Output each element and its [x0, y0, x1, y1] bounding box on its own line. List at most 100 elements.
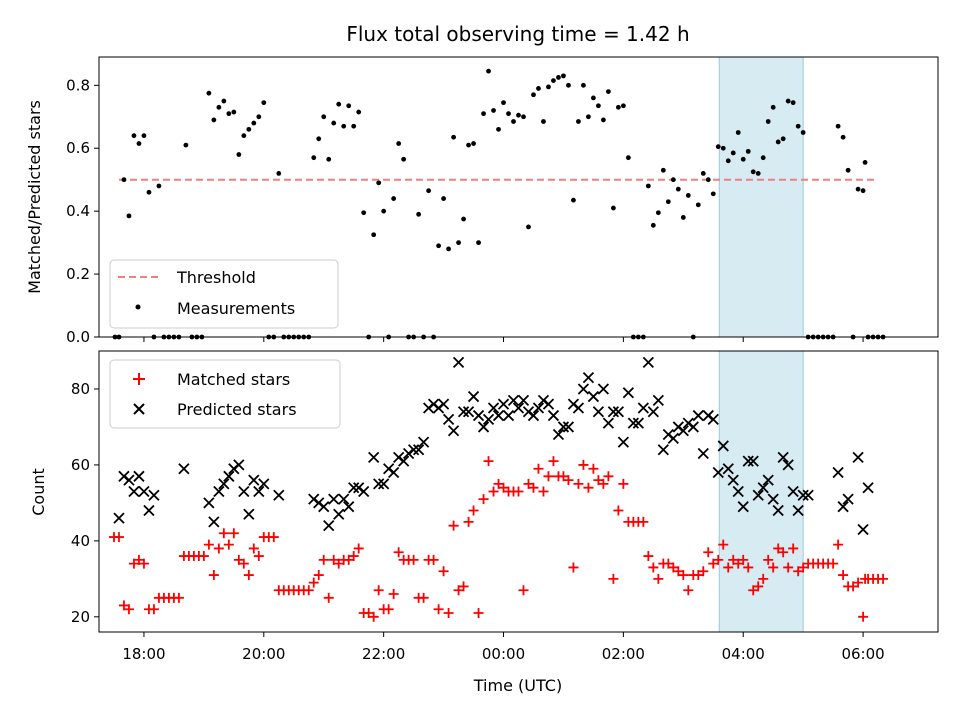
predicted-star-marker: [412, 444, 425, 456]
bottom-legend-box: [109, 359, 341, 429]
measurement-point: [221, 98, 227, 104]
predicted-star-marker: [772, 504, 784, 517]
measurement-point: [785, 98, 791, 104]
predicted-star-marker: [692, 409, 704, 422]
bottom-panel: 20 40 60 80 18:00 20:00 22:00 00:00 02:00 04:00 0…: [29, 350, 939, 695]
x-tick-label: 20:00: [242, 645, 285, 663]
matched-star-marker: [838, 570, 849, 581]
measurement-point: [446, 246, 451, 252]
matched-star-marker: [518, 585, 529, 596]
matched-star-marker: [753, 581, 764, 592]
measurement-point: [311, 155, 317, 161]
matched-star-marker: [348, 551, 359, 562]
matched-star-marker: [878, 573, 889, 584]
matched-star-marker: [578, 459, 589, 470]
measurement-point: [605, 89, 611, 95]
predicted-star-marker: [507, 394, 520, 407]
measurement-point: [710, 191, 716, 197]
measurement-point: [506, 111, 511, 117]
measurement-point: [401, 156, 407, 162]
predicted-star-marker: [667, 432, 679, 444]
measurement-point: [536, 86, 541, 91]
predicted-legend-swatch: [133, 403, 145, 415]
predicted-star-marker: [492, 409, 505, 422]
measurement-point: [551, 78, 556, 83]
bottom-legend: Matched stars Predicted stars: [109, 359, 341, 429]
matched-star-marker: [203, 539, 214, 550]
predicted-star-marker: [852, 451, 864, 463]
measurement-point: [441, 196, 446, 201]
measurement-point: [591, 95, 596, 101]
predicted-star-marker: [472, 409, 485, 422]
bottom-y-tick-label: 60: [71, 456, 90, 474]
measurement-point: [610, 205, 616, 211]
measurement-point: [615, 104, 621, 110]
measurement-point: [700, 171, 706, 176]
predicted-star-marker: [208, 516, 220, 528]
predicted-star-marker: [552, 428, 565, 441]
measurement-point: [561, 73, 566, 79]
measurement-point: [516, 112, 521, 118]
predicted-star-marker: [512, 402, 525, 414]
predicted-star-marker: [837, 501, 849, 513]
predicted-star-marker: [133, 470, 145, 482]
predicted-star-marker: [792, 504, 804, 517]
predicted-star-marker: [123, 474, 135, 486]
measurement-point: [645, 183, 651, 189]
measurement-point: [862, 159, 868, 165]
matched-star-marker: [223, 539, 234, 550]
predicted-star-marker: [452, 356, 465, 369]
predicted-star-marker: [373, 478, 385, 490]
predicted-star-marker: [233, 459, 245, 471]
matched-star-marker: [513, 486, 524, 497]
predicted-star-marker: [607, 406, 620, 418]
matched-star-marker: [248, 543, 259, 554]
measurements-legend-swatch: [135, 304, 141, 310]
predicted-star-marker: [742, 455, 754, 467]
matched-star-marker: [683, 585, 694, 596]
measurement-point: [246, 126, 252, 132]
measurement-point: [131, 133, 137, 139]
matched-star-marker: [653, 573, 664, 584]
measurement-point: [121, 177, 127, 183]
matched-star-marker: [603, 471, 614, 482]
measurement-point: [241, 133, 247, 139]
measurement-point: [371, 232, 377, 238]
predicted-star-marker: [752, 489, 764, 501]
predicted-star-marker: [722, 463, 734, 475]
predicted-star-marker: [762, 474, 774, 486]
matched-star-marker: [418, 592, 429, 603]
top-panel: 0.00.20.40.60.8 Matched/Predicted stars …: [25, 56, 939, 346]
measurement-point: [600, 117, 606, 123]
matched-star-marker: [468, 505, 479, 516]
matched-star-marker: [438, 566, 449, 577]
predicted-star-marker: [557, 421, 570, 433]
predicted-star-marker: [203, 497, 215, 509]
predicted-star-marker: [323, 520, 335, 532]
measurement-point: [156, 183, 162, 189]
measurement-point: [331, 120, 337, 126]
matched-star-marker: [698, 566, 709, 577]
measurement-point: [625, 155, 631, 161]
predicted-star-marker: [467, 390, 480, 403]
matched-star-marker: [138, 558, 149, 569]
predicted-star-marker: [113, 512, 125, 524]
measurement-point: [665, 199, 671, 205]
measurement-point: [586, 114, 591, 120]
measurement-point: [705, 177, 711, 183]
measurement-point: [755, 171, 761, 176]
measurement-point: [581, 82, 586, 88]
predicted-star-marker: [832, 466, 844, 479]
predicted-star-marker: [647, 406, 659, 418]
measurement-point: [596, 103, 601, 109]
top-y-tick-label: 0.8: [66, 76, 90, 94]
measurement-point: [461, 216, 466, 222]
matched-star-marker: [113, 532, 124, 543]
x-axis-label: Time (UTC): [473, 676, 562, 695]
predicted-star-marker: [857, 523, 869, 536]
measurement-point: [775, 139, 781, 145]
measurement-point: [531, 92, 536, 98]
matched-star-marker: [723, 562, 734, 573]
matched-star-marker: [368, 611, 379, 622]
matched-star-marker: [208, 570, 219, 581]
